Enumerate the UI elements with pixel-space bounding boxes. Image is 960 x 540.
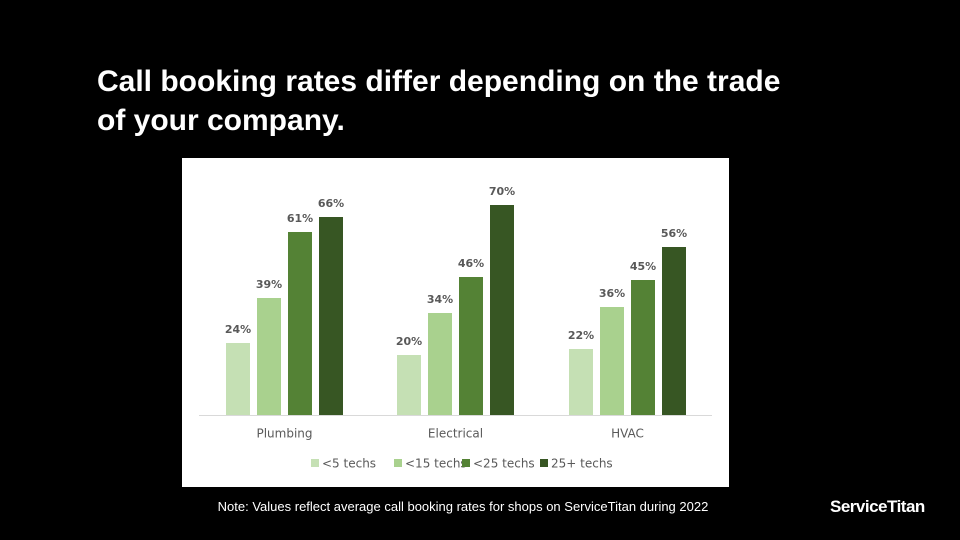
legend-label: <15 techs [405,457,467,471]
note: Note: Values reflect average call bookin… [217,499,709,514]
bar [288,232,312,415]
bar [569,349,593,415]
bar [631,280,655,415]
legend-swatch [462,459,470,467]
value-label: 45% [630,260,656,273]
bar [428,313,452,415]
bar [490,205,514,415]
bar [600,307,624,415]
logo: ServiceTitan [830,497,925,516]
value-label: 20% [396,335,422,348]
legend-swatch [540,459,548,467]
legend-label: 25+ techs [551,457,613,471]
legend-swatch [311,459,319,467]
value-label: 66% [318,197,344,210]
value-label: 56% [661,227,687,240]
bar [397,355,421,415]
value-label: 70% [489,185,515,198]
value-label: 24% [225,323,251,336]
value-label: 36% [599,287,625,300]
x-tick-label: HVAC [611,427,644,441]
value-label: 46% [458,257,484,270]
bar [226,343,250,415]
x-tick-label: Plumbing [256,427,312,441]
bar [319,217,343,415]
value-label: 34% [427,293,453,306]
value-label: 61% [287,212,313,225]
value-label: 39% [256,278,282,291]
legend-label: <5 techs [322,457,376,471]
value-label: 22% [568,329,594,342]
bar [662,247,686,415]
bar [459,277,483,415]
legend-swatch [394,459,402,467]
x-tick-label: Electrical [428,427,483,441]
bar [257,298,281,415]
slide-title: Call booking rates differ depending on t… [97,65,781,137]
legend-label: <25 techs [473,457,535,471]
